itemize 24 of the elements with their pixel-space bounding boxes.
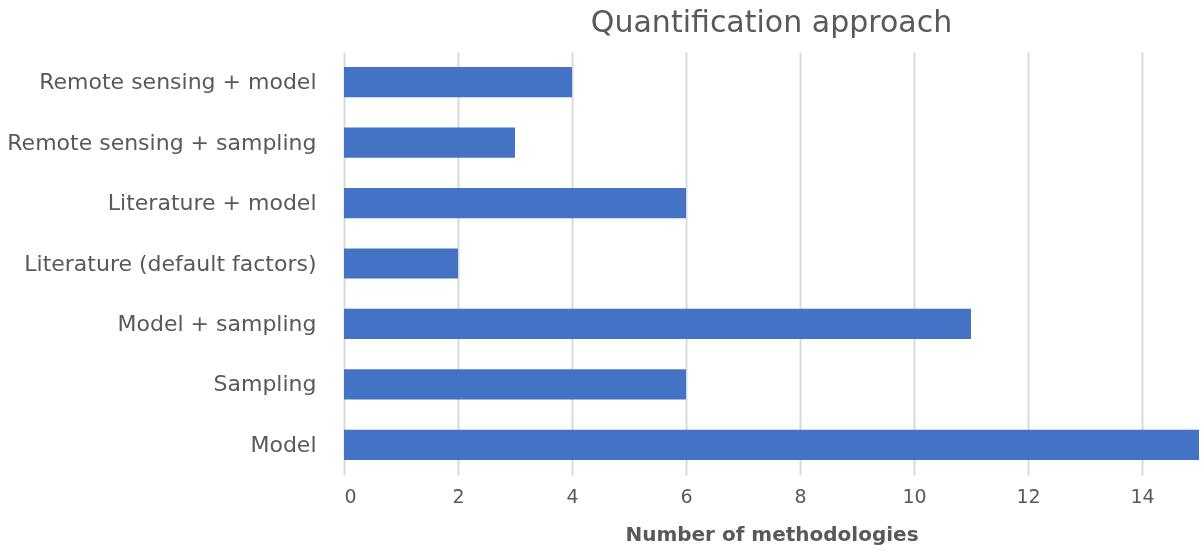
y-tick-label: Remote sensing + sampling xyxy=(7,129,317,155)
x-tick-label: 0 xyxy=(344,484,357,507)
y-tick-label: Model + sampling xyxy=(117,310,317,336)
y-tick-label: Sampling xyxy=(213,371,317,397)
bar xyxy=(344,127,515,158)
bar xyxy=(344,369,686,400)
x-tick-label: 12 xyxy=(1016,484,1041,507)
bar xyxy=(344,67,572,98)
y-tick-label: Literature + model xyxy=(107,190,317,216)
chart-title: Quantification approach xyxy=(590,4,953,39)
x-tick-label: 8 xyxy=(794,484,807,507)
x-tick-label: 2 xyxy=(452,484,465,507)
x-tick-label: 10 xyxy=(902,484,927,507)
x-tick-label: 6 xyxy=(680,484,693,507)
bar xyxy=(344,308,971,340)
x-tick-label: 14 xyxy=(1130,484,1155,507)
y-tick-label: Literature (default factors) xyxy=(24,250,317,276)
x-axis-title: Number of methodologies xyxy=(625,521,919,546)
x-tick-label: 4 xyxy=(566,484,579,507)
y-tick-label: Remote sensing + model xyxy=(39,69,317,95)
y-tick-label: Model xyxy=(250,431,317,457)
bar xyxy=(344,429,1199,460)
bar xyxy=(344,248,458,279)
bar xyxy=(344,187,686,219)
